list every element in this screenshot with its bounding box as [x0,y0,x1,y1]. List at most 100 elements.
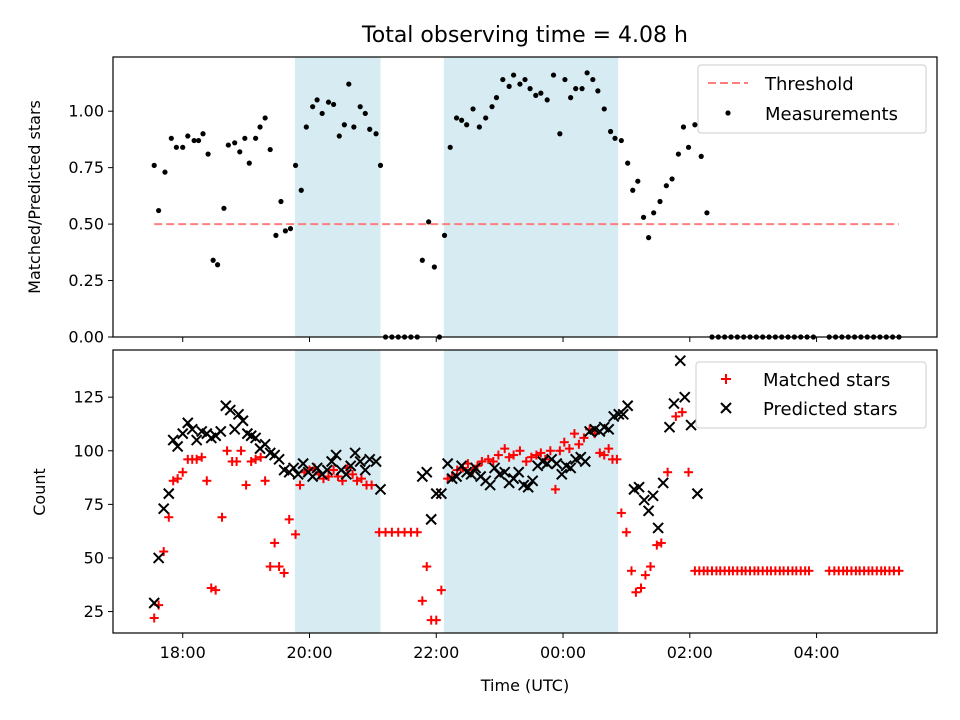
bottom-y-tick-label-0: 25 [84,602,104,621]
matched-point-26 [274,562,284,572]
top-panel: 0.00 0.25 0.50 0.75 1.00 Matched/Predicted s… [25,56,938,347]
chart-title: Total observing time = 4.08 h [361,23,688,48]
legend-predicted-swatch [720,402,732,414]
predicted-point-5 [171,440,184,453]
measurement-point-72 [544,97,550,103]
measurement-point-75 [562,76,568,83]
predicted-point-77 [550,457,563,470]
matched-point-79 [550,484,560,494]
predicted-point-51 [425,513,437,526]
x-tick-label-4: 02:00 [667,643,713,662]
matched-point-18 [236,446,246,456]
predicted-point-14 [215,425,227,438]
matched-point-73 [521,456,531,466]
matched-point-72 [515,446,525,456]
measurement-point-37 [346,81,352,87]
measurement-point-27 [292,162,299,168]
top-y-axis-label: Matched/Predicted stars [25,100,44,294]
measurement-point-83 [607,128,614,135]
measurement-point-62 [489,104,495,110]
predicted-point-54 [441,457,454,470]
bottom-plot-frame [112,349,938,634]
predicted-point-104 [685,419,697,431]
measurement-point-43 [377,162,384,168]
matched-point-37 [329,465,339,475]
measurement-point-59 [470,106,476,112]
measurement-point-42 [373,131,379,137]
measurement-point-97 [685,144,692,150]
matched-point-15 [222,446,232,456]
matched-point-5 [173,474,183,484]
measurement-point-38 [351,124,357,130]
matched-point-23 [260,476,270,486]
predicted-point-92 [621,400,634,412]
measurement-point-68 [522,76,528,83]
predicted-point-78 [556,468,568,481]
predicted-point-83 [579,455,591,468]
matched-point-20 [246,456,256,466]
predicted-point-22 [249,432,262,444]
measurement-point-41 [367,126,373,132]
measurement-point-54 [441,232,448,238]
predicted-point-46 [364,453,376,466]
measurement-point-57 [459,117,465,123]
measurement-point-85 [618,137,624,144]
bottom-y-axis-label: Count [30,468,49,516]
matched-point-12 [206,583,216,593]
predicted-point-31 [292,468,304,481]
predicted-point-24 [259,438,271,451]
predicted-point-47 [370,455,382,468]
predicted-point-63 [484,479,496,491]
matched-point-13 [211,585,221,595]
matched-point-2 [159,547,169,557]
measurement-point-66 [510,72,517,78]
matched-point-100 [652,540,662,550]
matched-point-65 [477,456,487,466]
measurement-point-39 [357,104,363,110]
measurement-point-14 [225,142,231,148]
matched-point-28 [284,514,294,524]
measurement-point-10 [205,151,211,157]
matched-point-56 [431,615,441,625]
measurement-point-99 [698,153,704,159]
x-tick-label-0: 18:00 [160,643,206,662]
x-tick-label-5: 04:00 [794,643,840,662]
matched-point-52 [412,527,422,537]
predicted-point-69 [512,466,525,478]
measurement-point-12 [214,262,221,268]
measurement-point-40 [362,110,368,117]
legend-matched-label: Matched stars [763,370,890,391]
bottom-y-tick-label-1: 50 [84,548,104,567]
predicted-point-101 [668,397,680,410]
matched-point-104 [677,407,687,417]
matched-point-96 [631,587,641,597]
matched-point-133 [804,566,814,576]
predicted-point-97 [647,490,659,502]
predicted-point-80 [564,462,577,474]
measurement-point-7 [191,137,197,144]
measurement-point-56 [453,115,460,121]
matched-point-97 [636,583,646,593]
top-shaded-span-1 [443,57,619,337]
measurement-point-95 [675,151,681,157]
bottom-y-tick-label-3: 100 [73,441,104,460]
top-y-tick-label-3: 0.75 [68,158,104,177]
matched-point-9 [192,454,202,464]
measurement-point-70 [533,92,539,98]
legend-predicted-label: Predicted stars [763,399,897,420]
predicted-point-1 [152,552,165,564]
bottom-y-ticks: 25 50 75 100 125 [73,388,113,621]
measurement-point-2 [162,169,168,175]
bottom-legend-box [695,361,927,429]
measurement-point-19 [253,135,259,141]
matched-point-14 [217,512,227,522]
predicted-point-95 [638,494,650,506]
matched-point-45 [367,480,377,490]
predicted-point-43 [349,447,361,459]
predicted-point-98 [652,522,664,534]
measurement-point-23 [273,232,279,238]
measurement-point-98 [692,122,698,128]
predicted-point-17 [228,423,241,436]
measurement-point-1 [156,207,162,214]
matched-point-21 [251,454,261,464]
